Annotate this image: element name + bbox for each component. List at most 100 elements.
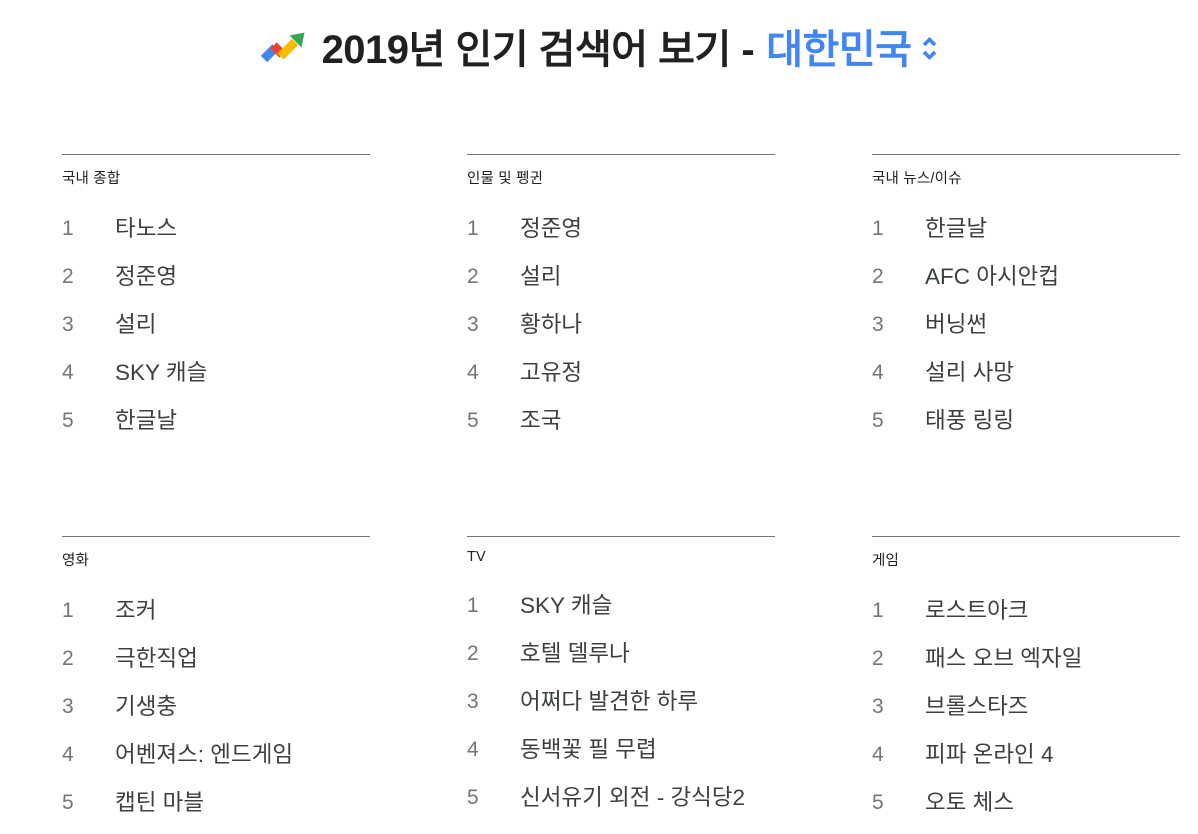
rank-number: 4 (467, 738, 479, 761)
list-item: 3 설리 (62, 310, 370, 340)
list-item: 4 고유정 (467, 358, 775, 388)
list-item: 4 설리 사망 (872, 358, 1180, 388)
search-term-link[interactable]: AFC 아시안컵 (925, 264, 1060, 289)
search-term-link[interactable]: 한글날 (115, 408, 178, 433)
list-item: 4 어벤져스: 엔드게임 (62, 740, 370, 770)
category-label: 국내 종합 (62, 171, 121, 187)
rank-number: 2 (872, 265, 884, 288)
search-term-link[interactable]: 신서유기 외전 - 강식당2 (520, 785, 746, 810)
trending-list-card: 게임 1 로스트아크 2 패스 오브 엑자일 3 브롤스타즈 4 피파 온라인 … (872, 536, 1180, 834)
trending-lists-grid: 국내 종합 1 타노스 2 정준영 3 설리 4 SKY 캐슬 5 한글날 인물… (62, 154, 1180, 834)
search-term-link[interactable]: 호텔 델루나 (520, 641, 630, 666)
trending-list-card: TV 1 SKY 캐슬 2 호텔 델루나 3 어쩌다 발견한 하루 4 동백꽃 … (467, 536, 775, 834)
search-term-link[interactable]: 조국 (520, 408, 562, 433)
list-item: 5 캡틴 마블 (62, 788, 370, 818)
search-term-link[interactable]: 캡틴 마블 (115, 790, 205, 815)
list-item: 2 설리 (467, 262, 775, 292)
list-item: 4 피파 온라인 4 (872, 740, 1180, 770)
list-item: 5 태풍 링링 (872, 406, 1180, 436)
rank-number: 1 (62, 599, 74, 622)
search-term-link[interactable]: 설리 사망 (925, 360, 1015, 385)
search-term-link[interactable]: 극한직업 (115, 646, 198, 671)
search-term-link[interactable]: 로스트아크 (925, 598, 1029, 623)
rank-number: 1 (872, 599, 884, 622)
search-term-link[interactable]: SKY 캐슬 (520, 593, 613, 618)
list-item: 3 버닝썬 (872, 310, 1180, 340)
list-item: 2 정준영 (62, 262, 370, 292)
search-term-link[interactable]: 정준영 (520, 216, 583, 241)
list-item: 1 로스트아크 (872, 596, 1180, 626)
list-item: 1 정준영 (467, 214, 775, 244)
list-item: 2 AFC 아시안컵 (872, 262, 1180, 292)
page-title-text: 2019년 인기 검색어 보기 - (321, 28, 755, 72)
rank-number: 5 (872, 791, 884, 814)
list-item: 3 어쩌다 발견한 하루 (467, 687, 775, 717)
rank-list: 1 로스트아크 2 패스 오브 엑자일 3 브롤스타즈 4 피파 온라인 4 5… (872, 596, 1180, 818)
search-term-link[interactable]: 타노스 (115, 216, 178, 241)
rank-number: 3 (467, 690, 479, 713)
page-header: 2019년 인기 검색어 보기 - 대한민국 (0, 0, 1198, 72)
rank-number: 3 (872, 695, 884, 718)
rank-number: 1 (467, 217, 479, 240)
rank-number: 3 (62, 695, 74, 718)
list-item: 4 SKY 캐슬 (62, 358, 370, 388)
list-item: 5 오토 체스 (872, 788, 1180, 818)
list-item: 3 황하나 (467, 310, 775, 340)
unfold-more-icon[interactable] (921, 35, 938, 63)
category-label: 게임 (872, 553, 900, 569)
search-term-link[interactable]: SKY 캐슬 (115, 360, 208, 385)
category-label: 인물 및 펭귄 (467, 171, 544, 187)
rank-number: 5 (62, 409, 74, 432)
search-term-link[interactable]: 패스 오브 엑자일 (925, 646, 1083, 671)
search-term-link[interactable]: 어벤져스: 엔드게임 (115, 742, 294, 767)
rank-number: 5 (62, 791, 74, 814)
search-term-link[interactable]: 한글날 (925, 216, 988, 241)
trending-list-card: 국내 뉴스/이슈 1 한글날 2 AFC 아시안컵 3 버닝썬 4 설리 사망 … (872, 154, 1180, 454)
rank-list: 1 한글날 2 AFC 아시안컵 3 버닝썬 4 설리 사망 5 태풍 링링 (872, 214, 1180, 436)
rank-list: 1 SKY 캐슬 2 호텔 델루나 3 어쩌다 발견한 하루 4 동백꽃 필 무… (467, 591, 775, 813)
rank-number: 1 (467, 594, 479, 617)
search-term-link[interactable]: 설리 (520, 264, 562, 289)
search-term-link[interactable]: 정준영 (115, 264, 178, 289)
search-term-link[interactable]: 조커 (115, 598, 157, 623)
list-item: 3 기생충 (62, 692, 370, 722)
list-item: 3 브롤스타즈 (872, 692, 1180, 722)
rank-number: 4 (467, 361, 479, 384)
rank-number: 5 (872, 409, 884, 432)
list-item: 1 조커 (62, 596, 370, 626)
search-term-link[interactable]: 설리 (115, 312, 157, 337)
rank-number: 2 (62, 265, 74, 288)
rank-number: 3 (872, 313, 884, 336)
region-picker[interactable]: 대한민국 (766, 17, 938, 75)
rank-number: 2 (467, 642, 479, 665)
rank-number: 3 (62, 313, 74, 336)
rank-number: 4 (872, 743, 884, 766)
category-label: TV (467, 549, 486, 565)
region-name[interactable]: 대한민국 (766, 28, 912, 72)
search-term-link[interactable]: 피파 온라인 4 (925, 742, 1054, 767)
search-term-link[interactable]: 기생충 (115, 694, 178, 719)
rank-list: 1 정준영 2 설리 3 황하나 4 고유정 5 조국 (467, 214, 775, 436)
trending-list-card: 인물 및 펭귄 1 정준영 2 설리 3 황하나 4 고유정 5 조국 (467, 154, 775, 454)
rank-number: 4 (62, 743, 74, 766)
list-item: 5 조국 (467, 406, 775, 436)
rank-list: 1 조커 2 극한직업 3 기생충 4 어벤져스: 엔드게임 5 캡틴 마블 (62, 596, 370, 818)
search-term-link[interactable]: 동백꽃 필 무렵 (520, 737, 657, 762)
search-term-link[interactable]: 태풍 링링 (925, 408, 1015, 433)
rank-number: 5 (467, 409, 479, 432)
search-term-link[interactable]: 황하나 (520, 312, 583, 337)
search-term-link[interactable]: 버닝썬 (925, 312, 988, 337)
search-term-link[interactable]: 어쩌다 발견한 하루 (520, 689, 699, 714)
rank-number: 4 (872, 361, 884, 384)
list-item: 5 한글날 (62, 406, 370, 436)
search-term-link[interactable]: 고유정 (520, 360, 583, 385)
list-item: 4 동백꽃 필 무렵 (467, 735, 775, 765)
rank-number: 3 (467, 313, 479, 336)
list-item: 2 극한직업 (62, 644, 370, 674)
rank-number: 1 (872, 217, 884, 240)
rank-list: 1 타노스 2 정준영 3 설리 4 SKY 캐슬 5 한글날 (62, 214, 370, 436)
search-term-link[interactable]: 오토 체스 (925, 790, 1015, 815)
category-label: 영화 (62, 553, 90, 569)
search-term-link[interactable]: 브롤스타즈 (925, 694, 1029, 719)
rank-number: 5 (467, 786, 479, 809)
